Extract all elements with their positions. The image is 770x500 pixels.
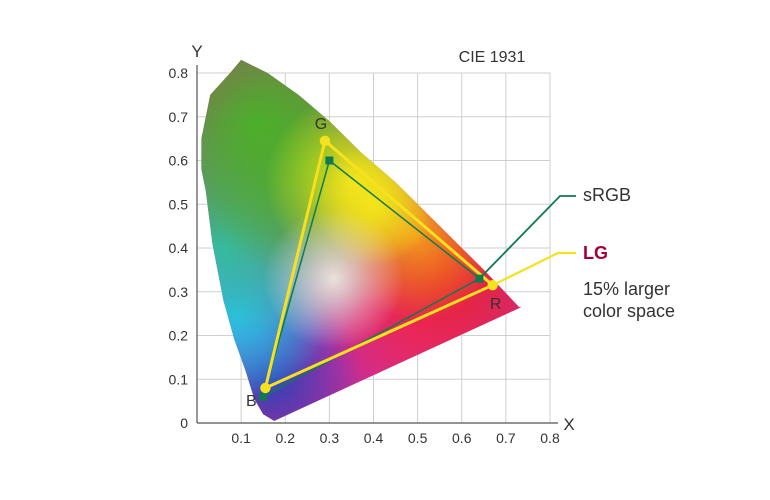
lg-point-R bbox=[487, 279, 498, 291]
legend-srgb-label: sRGB bbox=[583, 185, 631, 205]
locus-color-11 bbox=[263, 208, 404, 349]
vertex-label-B: B bbox=[246, 393, 257, 410]
y-tick-label-8: 0.8 bbox=[169, 65, 189, 81]
y-tick-label-5: 0.5 bbox=[169, 196, 189, 212]
color-locus bbox=[201, 59, 522, 421]
srgb-point-1 bbox=[475, 274, 484, 283]
lg-point-B bbox=[260, 382, 271, 394]
vertex-label-R: R bbox=[490, 296, 502, 313]
y-tick-label-6: 0.6 bbox=[169, 153, 189, 169]
axis-ticks: 0.1 0.2 0.3 0.4 0.5 0.6 0.7 0.8 0 0.1 0.2 0.3 0.4 0.5… bbox=[169, 65, 560, 446]
lg-leader-line bbox=[492, 251, 576, 287]
vertex-label-G: G bbox=[315, 116, 327, 133]
x-tick-label-5: 0.5 bbox=[408, 430, 428, 446]
lg-point-G bbox=[319, 135, 331, 147]
legend: sRGB LG 15% larger color space bbox=[583, 185, 675, 321]
y-tick-label-1: 0.1 bbox=[169, 371, 189, 387]
y-tick-label-3: 0.3 bbox=[169, 284, 189, 300]
y-tick-label-7: 0.7 bbox=[169, 109, 189, 125]
y-tick-label-4: 0.4 bbox=[169, 240, 189, 256]
legend-lg-note-line2: color space bbox=[583, 301, 675, 321]
x-tick-label-6: 0.6 bbox=[452, 430, 472, 446]
x-tick-label-8: 0.8 bbox=[540, 430, 560, 446]
x-tick-label-4: 0.4 bbox=[364, 430, 384, 446]
x-tick-label-7: 0.7 bbox=[496, 430, 516, 446]
srgb-point-0 bbox=[325, 156, 334, 165]
srgb-leader-line bbox=[478, 195, 576, 280]
x-tick-label-3: 0.3 bbox=[320, 430, 340, 446]
chart-title: CIE 1931 bbox=[459, 49, 526, 66]
legend-lg-note-line1: 15% larger bbox=[583, 279, 670, 299]
srgb-triangle bbox=[261, 159, 481, 399]
gamut-triangles: G R B bbox=[246, 116, 576, 410]
y-tick-label-2: 0.2 bbox=[169, 328, 189, 344]
x-tick-label-2: 0.2 bbox=[276, 430, 296, 446]
srgb-point-2 bbox=[259, 392, 268, 401]
y-axis-name: Y bbox=[191, 42, 202, 61]
x-tick-label-1: 0.1 bbox=[231, 430, 251, 446]
lg-triangle bbox=[263, 139, 495, 390]
legend-lg-label: LG bbox=[583, 243, 608, 263]
x-axis-name: X bbox=[563, 415, 574, 434]
y-tick-label-0: 0 bbox=[180, 415, 188, 431]
